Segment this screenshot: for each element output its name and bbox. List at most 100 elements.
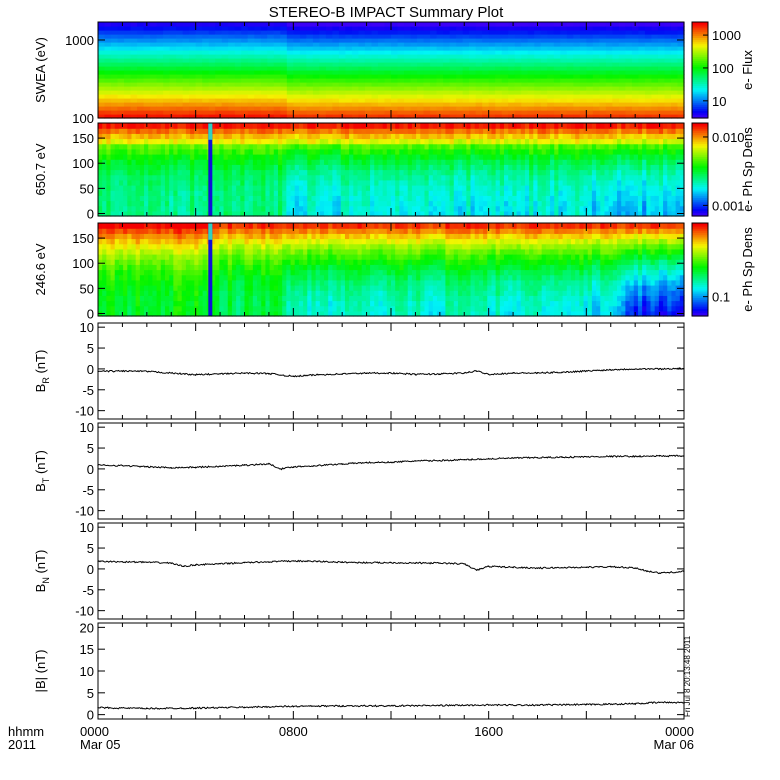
spectrogram-cell bbox=[508, 30, 516, 35]
spectrogram-cell bbox=[462, 106, 470, 111]
spectrogram-cell bbox=[579, 78, 587, 83]
spectrogram-cell bbox=[357, 164, 363, 171]
spectrogram-cell bbox=[391, 190, 396, 196]
spectrogram-cell bbox=[265, 205, 271, 212]
spectrogram-cell bbox=[416, 205, 421, 212]
spectrogram-cell bbox=[195, 42, 203, 47]
spectrogram-cell bbox=[521, 42, 529, 47]
spectrogram-cell bbox=[449, 200, 455, 207]
spectrogram-cell bbox=[487, 190, 493, 196]
spectrogram-cell bbox=[499, 205, 505, 212]
spectrogram-cell bbox=[618, 94, 626, 99]
spectrogram-cell bbox=[457, 123, 463, 129]
spectrogram-cell bbox=[247, 82, 255, 87]
spectrogram-cell bbox=[361, 159, 367, 165]
spectrogram-cell bbox=[254, 22, 262, 27]
spectrogram-cell bbox=[671, 210, 677, 217]
spectrogram-cell bbox=[437, 138, 442, 145]
spectrogram-cell bbox=[474, 154, 480, 160]
spectrogram-cell bbox=[131, 169, 137, 176]
spectrogram-cell bbox=[677, 46, 685, 51]
spectrogram-cell bbox=[637, 148, 643, 155]
spectrogram-cell bbox=[319, 70, 327, 75]
spectrogram-cell bbox=[254, 34, 262, 39]
spectrogram-cell bbox=[361, 148, 367, 155]
spectrogram-cell bbox=[527, 62, 535, 67]
spectrogram-cell bbox=[195, 106, 203, 111]
spectrogram-cell bbox=[586, 30, 594, 35]
spectrogram-cell bbox=[397, 110, 405, 115]
spectrogram-cell bbox=[173, 190, 179, 196]
spectrogram-cell bbox=[328, 190, 333, 196]
spectrogram-cell bbox=[286, 46, 294, 51]
spectrogram-cell bbox=[651, 34, 659, 39]
spectrogram-cell bbox=[312, 34, 320, 39]
spectrogram-cell bbox=[110, 295, 116, 302]
spectrogram-cell bbox=[474, 195, 480, 202]
spectrogram-cell bbox=[124, 66, 132, 71]
spectrogram-cell bbox=[625, 179, 631, 186]
spectrogram-cell bbox=[586, 42, 594, 47]
spectrogram-cell bbox=[520, 133, 526, 140]
spectrogram-cell bbox=[644, 30, 653, 35]
spectrogram-cell bbox=[215, 200, 220, 207]
spectrogram-cell bbox=[273, 128, 279, 134]
spectrogram-cell bbox=[537, 185, 543, 191]
spectrogram-cell bbox=[547, 82, 555, 87]
spectrogram-cell bbox=[566, 82, 574, 87]
spectrogram-cell bbox=[527, 82, 535, 87]
spectrogram-cell bbox=[195, 98, 203, 103]
spectrogram-cell bbox=[106, 279, 112, 286]
spectrogram-cell bbox=[298, 138, 304, 145]
spectrogram-cell bbox=[618, 66, 626, 71]
spectrogram-cell bbox=[410, 102, 418, 107]
spectrogram-cell bbox=[152, 200, 158, 207]
spectrogram-cell bbox=[370, 164, 375, 171]
spectrogram-cell bbox=[478, 174, 484, 181]
spectrogram-cell bbox=[189, 86, 197, 91]
spectrogram-cell bbox=[457, 138, 463, 145]
spectrogram-cell bbox=[371, 54, 379, 59]
spectrogram-cell bbox=[562, 143, 568, 150]
spectrogram-cell bbox=[257, 133, 262, 140]
spectrogram-cell bbox=[558, 128, 564, 134]
spectrogram-cell bbox=[540, 70, 548, 75]
spectrogram-cell bbox=[566, 74, 574, 79]
spectrogram-cell bbox=[483, 154, 488, 160]
spectrogram-cell bbox=[358, 90, 366, 95]
colorbar-tick-label: 0.001 bbox=[712, 198, 745, 213]
spectrogram-cell bbox=[416, 159, 421, 165]
spectrogram-cell bbox=[527, 46, 535, 51]
spectrogram-cell bbox=[202, 58, 210, 63]
spectrogram-cell bbox=[127, 195, 133, 202]
spectrogram-cell bbox=[332, 106, 340, 111]
spectrogram-cell bbox=[482, 54, 490, 59]
spectrogram-cell bbox=[299, 22, 307, 27]
spectrogram-cell bbox=[520, 185, 526, 191]
spectrogram-cell bbox=[110, 264, 116, 271]
spectrogram-cell bbox=[267, 94, 275, 99]
spectrogram-cell bbox=[319, 82, 327, 87]
spectrogram-cell bbox=[345, 26, 353, 31]
spectrogram-cell bbox=[411, 185, 417, 191]
spectrogram-cell bbox=[340, 128, 346, 134]
spectrogram-cell bbox=[338, 62, 347, 67]
spectrogram-cell bbox=[104, 26, 112, 31]
spectrogram-cell bbox=[410, 58, 418, 63]
spectrogram-cell bbox=[118, 128, 124, 134]
spectrogram-cell bbox=[236, 143, 241, 150]
spectrogram-cell bbox=[370, 123, 375, 129]
spectrogram-cell bbox=[644, 98, 653, 103]
spectrogram-cell bbox=[273, 70, 281, 75]
colorbar-swatch bbox=[692, 189, 708, 193]
spectrogram-cell bbox=[670, 74, 679, 79]
spectrogram-cell bbox=[185, 128, 191, 134]
spectrogram-cell bbox=[208, 42, 216, 47]
spectrogram-cell bbox=[106, 305, 112, 312]
spectrogram-cell bbox=[319, 123, 325, 129]
spectrogram-cell bbox=[625, 90, 633, 95]
spectrogram-cell bbox=[273, 143, 279, 150]
spectrogram-cell bbox=[501, 54, 509, 59]
spectrogram-cell bbox=[403, 148, 409, 155]
